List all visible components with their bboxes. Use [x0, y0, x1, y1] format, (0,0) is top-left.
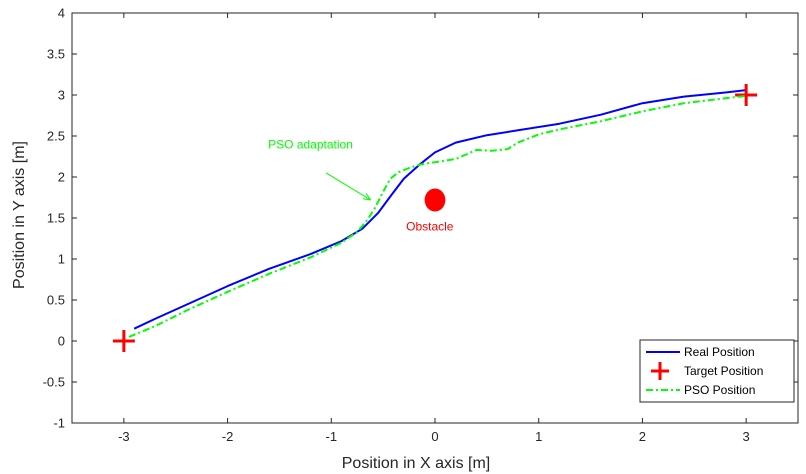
x-tick-label: 1	[535, 429, 542, 444]
y-tick-label: 3.5	[47, 47, 65, 62]
y-tick-label: 2	[58, 170, 65, 185]
arrowhead	[362, 193, 372, 201]
x-axis-label: Position in X axis [m]	[342, 455, 491, 472]
legend-entry-label: PSO Position	[684, 383, 755, 397]
ticks: -3 -2 -1 0 1 2 3 -1 -0.5 0 0.5 1 1.5 2 2.5 3 3.5 4	[43, 6, 798, 444]
x-tick-label: -3	[118, 429, 130, 444]
obstacle-marker	[424, 188, 446, 212]
y-tick-label: -0.5	[43, 375, 65, 390]
pso-adaptation-label: PSO adaptation	[268, 137, 353, 151]
y-tick-label: 3	[58, 88, 65, 103]
target-position-marker	[112, 330, 135, 352]
pso-position-line	[128, 94, 747, 338]
y-tick-label: 1	[58, 252, 65, 267]
pso-adaptation-arrow	[325, 172, 371, 201]
x-tick-label: 2	[639, 429, 646, 444]
target-position-legend-sample	[651, 362, 669, 380]
series-layer	[112, 84, 758, 352]
y-tick-label: 4	[58, 6, 65, 21]
x-tick-label: -2	[222, 429, 234, 444]
y-tick-label: 0	[58, 334, 65, 349]
real-position-line	[133, 89, 747, 330]
legend-entry-label: Real Position	[684, 345, 755, 359]
y-tick-label: 2.5	[47, 129, 65, 144]
y-tick-label: -1	[53, 416, 65, 431]
y-tick-label: 1.5	[47, 211, 65, 226]
x-tick-label: 0	[431, 429, 438, 444]
legend-entry-label: Target Position	[684, 364, 763, 378]
legend: Real Position Target Position PSO Position	[639, 339, 795, 403]
x-tick-label: 3	[743, 429, 750, 444]
target-position-marker	[735, 84, 758, 106]
annotation-layer: Obstacle PSO adaptation	[268, 137, 454, 233]
y-axis-label: Position in Y axis [m]	[11, 141, 28, 289]
legend-box	[639, 339, 795, 403]
x-tick-label: -1	[326, 429, 338, 444]
obstacle-label: Obstacle	[406, 219, 454, 233]
y-tick-label: 0.5	[47, 293, 65, 308]
